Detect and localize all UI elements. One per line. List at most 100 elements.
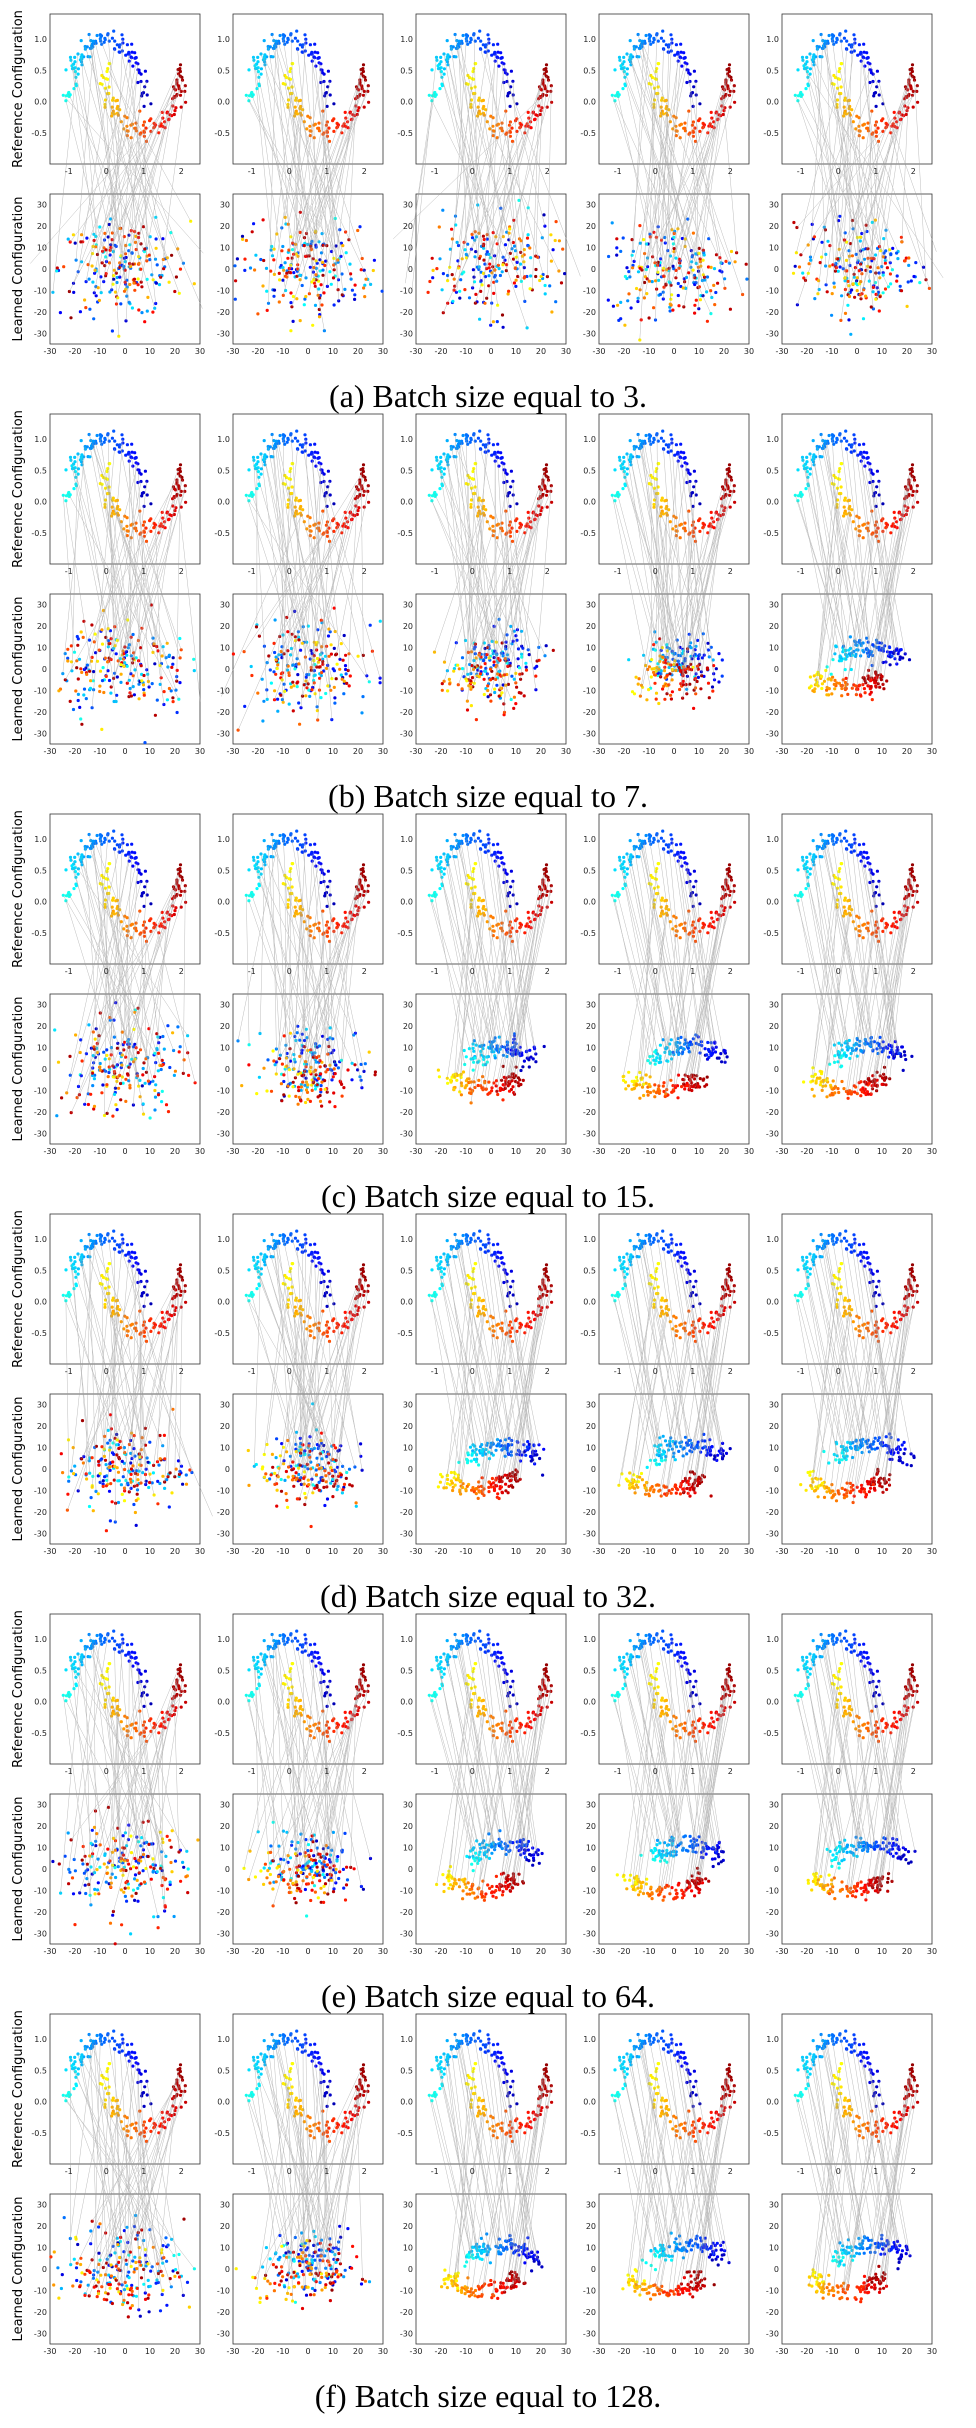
reference-point [121, 441, 124, 444]
reference-point [106, 78, 109, 81]
learned-point [98, 649, 101, 652]
reference-point [263, 439, 266, 442]
learned-point [344, 654, 347, 657]
reference-point [840, 485, 843, 488]
reference-point [120, 33, 123, 36]
learned-x-tick: 20 [719, 347, 729, 356]
learned-point [348, 263, 351, 266]
learned-point [560, 281, 563, 284]
reference-point [652, 506, 655, 509]
learned-point [661, 687, 664, 690]
learned-point [72, 708, 75, 711]
learned-point [79, 667, 82, 670]
learned-point [79, 717, 82, 720]
reference-y-tick: 0.5 [583, 466, 596, 475]
learned-point [713, 303, 716, 306]
learned-point [870, 305, 873, 308]
learned-point [273, 651, 276, 654]
learned-point [236, 257, 239, 260]
reference-point [637, 455, 640, 458]
learned-point [554, 300, 557, 303]
learned-y-tick: 10 [37, 244, 47, 253]
reference-point [856, 54, 859, 57]
reference-point [510, 70, 513, 73]
learned-y-tick: -20 [766, 308, 779, 317]
learned-point [514, 285, 517, 288]
reference-point [356, 509, 359, 512]
learned-point [525, 669, 528, 672]
learned-x-tick: -30 [409, 347, 422, 356]
reference-point [314, 65, 317, 68]
reference-point [439, 56, 442, 59]
learned-point [301, 284, 304, 287]
learned-point [82, 693, 85, 696]
reference-point [106, 433, 109, 436]
reference-point [866, 122, 869, 125]
reference-point [279, 434, 282, 437]
reference-point [549, 90, 552, 93]
reference-point [446, 53, 449, 56]
reference-point [809, 473, 812, 476]
learned-point [706, 275, 709, 278]
learned-point [151, 682, 154, 685]
reference-point [106, 33, 109, 36]
reference-point [889, 531, 892, 534]
learned-point [900, 289, 903, 292]
reference-point [838, 78, 841, 81]
reference-x-tick: 0 [104, 567, 109, 576]
reference-point [289, 433, 292, 436]
reference-x-tick: 2 [362, 567, 367, 576]
learned-point [441, 209, 444, 212]
learned-point [721, 658, 724, 661]
learned-x-tick: 0 [305, 347, 310, 356]
reference-x-tick: 2 [545, 167, 550, 176]
reference-point [509, 535, 512, 538]
learned-point [745, 278, 748, 281]
reference-point [332, 102, 335, 105]
reference-point [118, 508, 121, 511]
reference-point [660, 37, 663, 40]
learned-point [170, 254, 173, 257]
learned-x-tick: 30 [927, 347, 937, 356]
learned-point [809, 259, 812, 262]
learned-point [78, 706, 81, 709]
reference-point [180, 106, 183, 109]
learned-point [792, 272, 795, 275]
learned-point [276, 667, 279, 670]
learned-point [461, 667, 464, 670]
learned-point [289, 291, 292, 294]
learned-y-tick: -10 [34, 286, 47, 295]
learned-point [292, 684, 295, 687]
reference-point [104, 98, 107, 101]
learned-point [333, 303, 336, 306]
learned-x-tick: -30 [775, 347, 788, 356]
reference-y-tick: -0.5 [214, 529, 230, 538]
reference-point [683, 522, 686, 525]
reference-point [296, 440, 299, 443]
reference-point [314, 451, 317, 454]
learned-point [115, 302, 118, 305]
learned-point [470, 704, 473, 707]
reference-point [458, 40, 461, 43]
learned-point [664, 676, 667, 679]
learned-point [99, 670, 102, 673]
learned-point [483, 263, 486, 266]
learned-point [635, 676, 638, 679]
learned-point [734, 260, 737, 263]
learned-point [906, 305, 909, 308]
learned-point [630, 306, 633, 309]
reference-point [329, 493, 332, 496]
reference-point [120, 433, 123, 436]
reference-point [140, 473, 143, 476]
learned-point [523, 275, 526, 278]
learned-point [171, 663, 174, 666]
reference-point [179, 70, 182, 73]
learned-point [171, 696, 174, 699]
learned-point [318, 666, 321, 669]
learned-point [729, 308, 732, 311]
reference-x-tick: -1 [248, 567, 256, 576]
learned-y-tick: 30 [769, 201, 779, 210]
reference-point [863, 65, 866, 68]
learned-point [261, 678, 264, 681]
learned-point [889, 282, 892, 285]
